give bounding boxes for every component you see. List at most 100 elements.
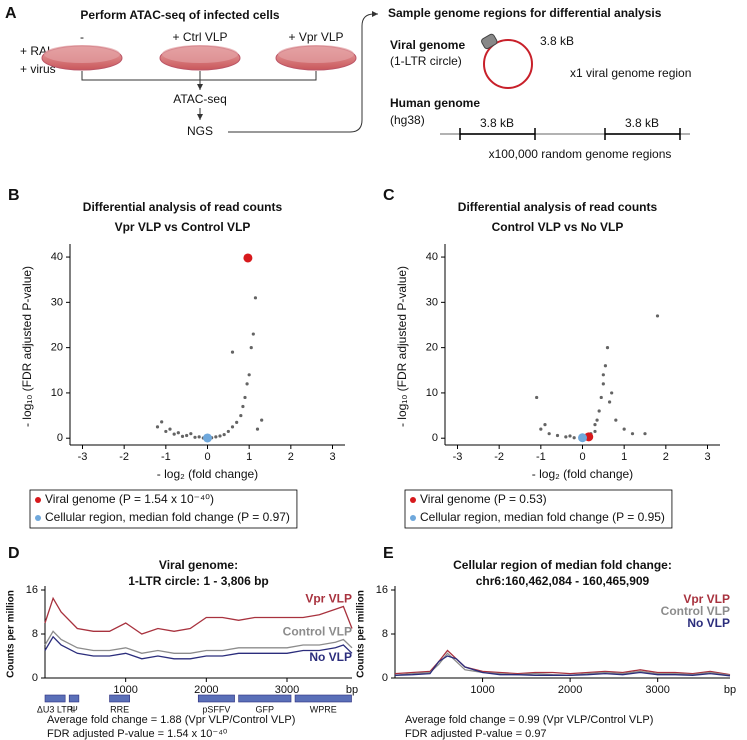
legend-swatch <box>35 515 41 521</box>
feature-label: pSFFV <box>202 704 230 714</box>
point <box>547 432 551 436</box>
x-tick-label: -1 <box>161 451 171 463</box>
condition: + virus <box>20 62 56 76</box>
point <box>241 404 245 409</box>
legend-box <box>29 489 298 529</box>
region-icon <box>481 33 498 50</box>
x-tick-label: 2000 <box>194 684 218 696</box>
line <box>394 649 731 676</box>
chart-title: Differential analysis of read counts <box>458 200 658 214</box>
y-axis-label: - log₁₀ (FDR adjusted P-value) <box>395 266 409 427</box>
y-tick-label: 16 <box>376 584 388 596</box>
panel-label: D <box>8 545 20 562</box>
x-unit: bp <box>724 684 736 696</box>
legend-swatch <box>410 515 416 521</box>
point <box>535 395 539 400</box>
chart-title: Cellular region of median fold change: <box>453 558 672 572</box>
legend-label: Cellular region, median fold change (P =… <box>45 510 290 524</box>
point <box>239 413 243 418</box>
x-tick-label: 2000 <box>558 684 582 696</box>
point <box>218 434 222 438</box>
line <box>44 596 353 635</box>
point <box>251 332 255 336</box>
point <box>193 435 197 439</box>
x-tick-label: 0 <box>204 451 210 463</box>
point <box>245 382 249 386</box>
point <box>185 433 189 438</box>
section-title: Sample genome regions for differential a… <box>388 6 662 20</box>
point <box>247 373 251 377</box>
legend-label: No VLP <box>309 650 352 664</box>
feature-label: Ψ <box>70 704 78 714</box>
x-tick-label: 3000 <box>645 684 669 696</box>
region-count: x1 viral genome region <box>570 66 691 80</box>
y-tick-label: 10 <box>426 387 438 399</box>
dishes <box>41 45 357 71</box>
note: Average fold change = 1.88 (Vpr VLP/Cont… <box>47 714 295 726</box>
panel-label: A <box>5 5 17 22</box>
panel-label: B <box>8 187 20 204</box>
x-tick-label: 1000 <box>470 684 494 696</box>
x-tick-label: 3 <box>329 451 335 463</box>
x-tick-label: 1000 <box>113 684 137 696</box>
y-tick-label: 10 <box>51 387 63 399</box>
highlight-point <box>243 253 253 263</box>
legend-label: Cellular region, median fold change (P =… <box>420 510 665 524</box>
point <box>539 427 543 431</box>
legend-label: Viral genome (P = 0.53) <box>420 492 547 506</box>
point <box>189 432 193 436</box>
x-tick-label: -3 <box>453 451 463 463</box>
point <box>197 435 201 439</box>
y-tick-label: 0 <box>382 672 388 684</box>
chart-subtitle: 1-LTR circle: 1 - 3,806 bp <box>128 574 269 588</box>
x-tick-label: 3000 <box>275 684 299 696</box>
y-tick-label: 16 <box>26 584 38 596</box>
feature <box>44 694 66 703</box>
legend-label: Vpr VLP <box>305 591 352 605</box>
point <box>235 420 239 424</box>
legend-box <box>404 489 673 529</box>
legend-swatch <box>410 497 416 503</box>
legend-swatch <box>35 497 41 503</box>
dish-label: - <box>80 30 84 44</box>
genome-sub: (1-LTR circle) <box>390 54 462 68</box>
chart-title: Differential analysis of read counts <box>83 200 283 214</box>
point <box>253 296 258 300</box>
chart-title: Viral genome: <box>159 558 238 572</box>
y-tick-label: 30 <box>426 296 438 308</box>
point <box>230 425 235 429</box>
step: ATAC-seq <box>173 92 227 106</box>
point <box>605 346 610 350</box>
y-tick-label: 20 <box>51 342 63 354</box>
y-tick-label: 0 <box>432 432 438 444</box>
x-tick-label: -2 <box>119 451 129 463</box>
dish-label: + Ctrl VLP <box>172 30 227 44</box>
legend-label: Control VLP <box>283 624 352 638</box>
feature <box>238 694 292 703</box>
x-tick-label: -1 <box>536 451 546 463</box>
y-tick-label: 8 <box>382 628 388 640</box>
feature <box>197 694 235 703</box>
chart-subtitle: Control VLP vs No VLP <box>492 220 624 234</box>
feature-label: ΔU3 LTR <box>37 704 74 714</box>
human-genome-line <box>440 128 690 140</box>
panel-label: C <box>383 187 395 204</box>
point <box>601 373 605 377</box>
point <box>622 427 626 431</box>
point <box>655 314 660 318</box>
legend-label: Viral genome (P = 1.54 x 10⁻⁴⁰) <box>45 492 214 506</box>
feature-label: WPRE <box>310 704 337 714</box>
point <box>243 395 247 400</box>
x-axis-label: - log₂ (fold change) <box>157 467 258 481</box>
legend-label: Vpr VLP <box>683 592 730 606</box>
feature <box>109 694 130 703</box>
legend-label: No VLP <box>687 616 730 630</box>
genome-label: Human genome <box>390 96 480 110</box>
x-axis-label: - log₂ (fold change) <box>532 467 633 481</box>
note: FDR adjusted P-value = 1.54 x 10⁻⁴⁰ <box>47 728 228 740</box>
point <box>572 436 576 440</box>
point <box>255 427 260 431</box>
point <box>168 427 172 431</box>
point <box>610 391 614 395</box>
